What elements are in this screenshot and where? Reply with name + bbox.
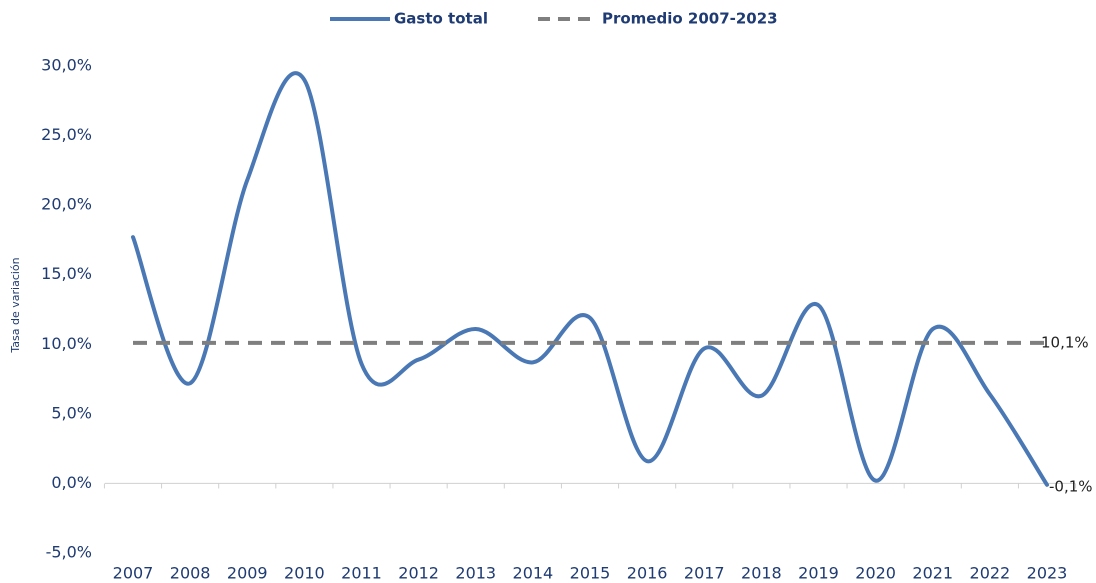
x-tick-label: 2013 bbox=[455, 564, 496, 583]
legend-label: Promedio 2007-2023 bbox=[602, 10, 778, 28]
x-tick-label: 2021 bbox=[912, 564, 953, 583]
x-tick-label: 2020 bbox=[855, 564, 896, 583]
y-tick-label: 30,0% bbox=[41, 56, 92, 75]
y-tick-label: 0,0% bbox=[51, 473, 92, 492]
y-tick-label: 20,0% bbox=[41, 195, 92, 214]
y-tick-label: 10,0% bbox=[41, 334, 92, 353]
y-tick-label: 25,0% bbox=[41, 125, 92, 144]
x-tick-label: 2008 bbox=[170, 564, 211, 583]
y-tick-label: -5,0% bbox=[46, 543, 92, 562]
x-tick-label: 2023 bbox=[1027, 564, 1068, 583]
x-tick-label: 2007 bbox=[113, 564, 154, 583]
x-tick-label: 2011 bbox=[341, 564, 382, 583]
average-label: 10,1% bbox=[1041, 333, 1089, 351]
x-tick-label: 2017 bbox=[684, 564, 725, 583]
legend-label: Gasto total bbox=[394, 10, 488, 28]
y-tick-label: 15,0% bbox=[41, 264, 92, 283]
x-tick-label: 2022 bbox=[970, 564, 1011, 583]
x-tick-label: 2009 bbox=[227, 564, 268, 583]
x-tick-label: 2010 bbox=[284, 564, 325, 583]
x-tick-label: 2012 bbox=[398, 564, 439, 583]
x-tick-label: 2015 bbox=[570, 564, 611, 583]
x-tick-label: 2018 bbox=[741, 564, 782, 583]
y-axis-label: Tasa de variación bbox=[9, 257, 22, 353]
data-label: -0,1% bbox=[1049, 477, 1093, 495]
y-tick-label: 5,0% bbox=[51, 403, 92, 422]
x-tick-label: 2016 bbox=[627, 564, 668, 583]
x-tick-label: 2014 bbox=[513, 564, 554, 583]
x-tick-label: 2019 bbox=[798, 564, 839, 583]
line-series bbox=[131, 71, 1049, 487]
